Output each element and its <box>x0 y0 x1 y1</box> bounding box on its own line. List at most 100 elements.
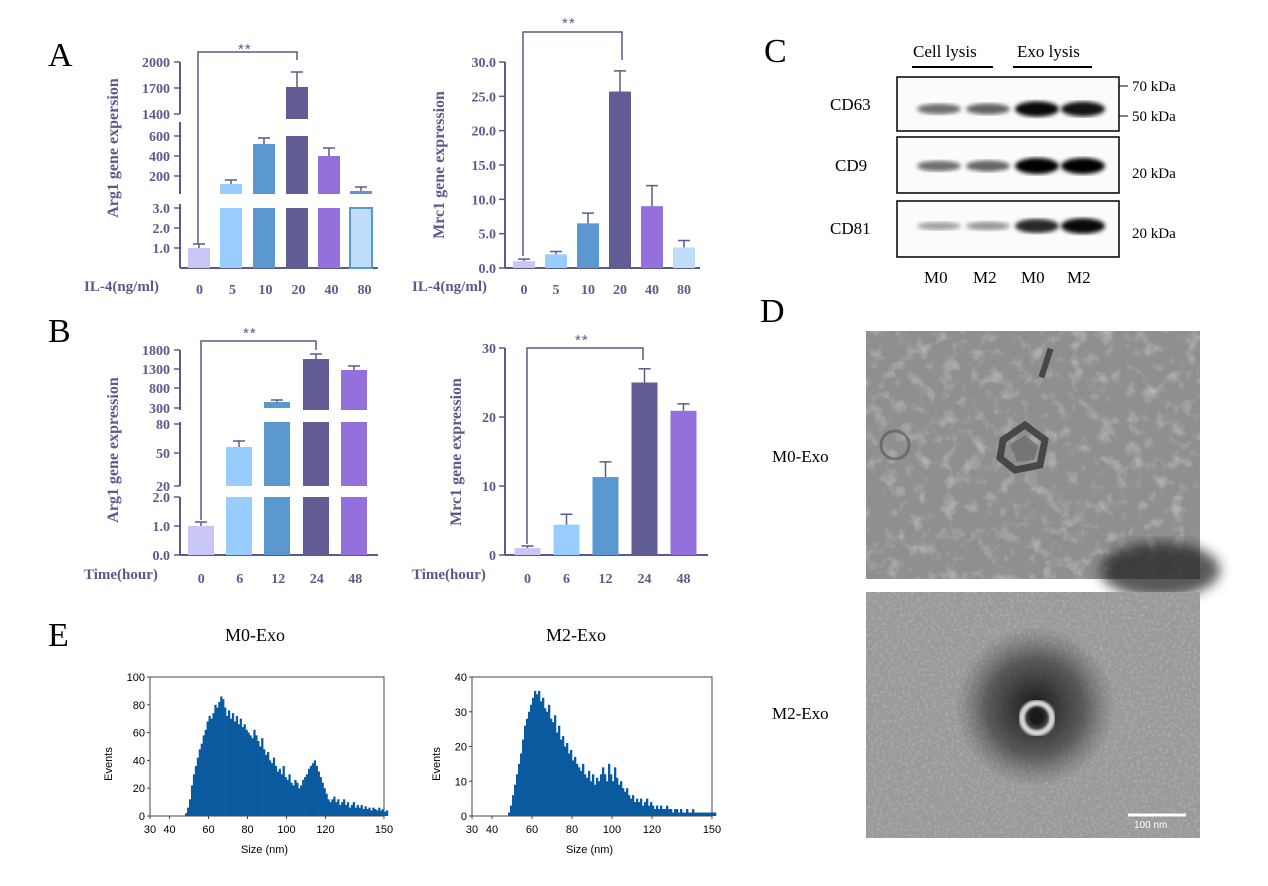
x-tick-label: 80 <box>566 824 578 836</box>
y-tick-label: 0 <box>139 811 145 823</box>
hist-bar <box>300 785 303 816</box>
hist-bar <box>612 781 615 816</box>
hist-bar <box>518 763 521 816</box>
y-tick-label: 5.0 <box>479 228 497 243</box>
x-axis-label: Size (nm) <box>566 844 613 856</box>
y-tick-label: 400 <box>149 150 170 165</box>
hist-bar <box>315 765 318 816</box>
hist-bar <box>194 765 198 816</box>
bar-6-mid <box>226 447 252 486</box>
hist-bar <box>574 756 577 816</box>
y-tick-label: 10 <box>455 776 467 788</box>
hist-bar <box>329 802 332 816</box>
hist-bar <box>660 805 663 816</box>
blot-band <box>1015 219 1059 233</box>
marker-label: 70 kDa <box>1132 79 1176 95</box>
x-ticks: 30 40 60 80 100 120 150 <box>466 816 721 836</box>
y-tick-label: 3.0 <box>153 202 171 217</box>
hist-bar <box>684 812 687 816</box>
hist-bar <box>698 812 701 816</box>
hist-bar <box>309 765 313 816</box>
y-tick-label: 1.0 <box>153 242 171 257</box>
bar-48-top <box>341 370 367 410</box>
error-bar <box>518 258 530 262</box>
blot-band <box>917 103 961 115</box>
bars <box>188 71 373 269</box>
hist-bar <box>307 768 311 816</box>
hist-bar <box>654 809 657 816</box>
histogram-m2: M2-Exo 0 10 20 30 40 30 40 60 80 100 120 150 Event… <box>431 625 721 856</box>
hist-bar <box>702 812 705 816</box>
lane-label: M2 <box>973 268 997 287</box>
bar-10-mid <box>253 144 275 194</box>
hist-bar <box>306 774 309 816</box>
hist-bar <box>346 802 350 816</box>
hist-bar <box>196 757 200 816</box>
hist-bar <box>206 721 209 816</box>
hist-bar <box>670 809 673 816</box>
x-tick-label: 60 <box>526 824 538 836</box>
marker-label: 20 kDa <box>1132 166 1176 182</box>
hist-bar <box>345 804 348 816</box>
y-tick-label: 1300 <box>142 363 170 378</box>
hist-bar <box>596 777 599 816</box>
blot-band <box>917 222 961 230</box>
bar-24-top <box>303 359 329 410</box>
hist-bar <box>568 753 571 816</box>
hist-bar <box>638 802 641 816</box>
y-tick-label: 300 <box>149 402 170 417</box>
y-tick-label: 25.0 <box>472 90 497 105</box>
x-axis-label: Size (nm) <box>241 844 288 856</box>
hist-bar <box>666 805 669 816</box>
y-tick-label: 1.0 <box>153 520 171 535</box>
scale-bar-label: 100 nm <box>1134 820 1167 831</box>
hist-bar <box>558 725 561 816</box>
hist-bar <box>564 746 567 816</box>
hist-bar <box>678 812 681 816</box>
x-axis-label: IL-4(ng/ml) <box>84 279 159 295</box>
x-tick-label: 6 <box>236 572 243 587</box>
hist-bar <box>313 760 317 816</box>
hist-bar <box>556 732 559 816</box>
hist-bar <box>672 812 675 816</box>
hist-bar <box>366 809 369 816</box>
hist-bar <box>210 718 213 816</box>
hist-bar <box>327 799 330 816</box>
hist-bar <box>630 798 633 816</box>
chart-arg1-il4: 2000 1700 1400 600 400 200 3.0 2.0 1.0 0 5 10 20 40 8… <box>84 41 378 298</box>
error-bar <box>582 212 594 224</box>
hist-bar <box>189 799 192 816</box>
hist-bar <box>257 740 260 816</box>
hist-bar <box>532 697 535 816</box>
hist-bar <box>714 812 717 816</box>
hist-bar <box>190 785 194 816</box>
hist-bar <box>512 795 515 816</box>
hist-bar <box>382 809 385 816</box>
y-tick-label: 20 <box>156 480 170 495</box>
hist-bar <box>372 807 375 816</box>
hist-bar <box>278 768 281 816</box>
lane-label: M0 <box>1021 268 1045 287</box>
bar-40 <box>641 206 663 268</box>
x-tick-label: 20 <box>292 283 306 298</box>
hist-bar <box>548 704 551 816</box>
hist-bar <box>356 804 359 816</box>
bar-12 <box>592 477 619 555</box>
hist-bar <box>694 812 697 816</box>
hist-bar <box>370 810 373 816</box>
y-ticks: 0 20 40 60 80 100 <box>127 672 150 823</box>
hist-bar <box>682 812 685 816</box>
bar-5 <box>220 208 242 268</box>
hist-bar <box>522 739 525 816</box>
hist-bar <box>265 754 268 816</box>
bar-5 <box>545 254 567 268</box>
hist-bar <box>270 763 274 816</box>
x-tick-label: 10 <box>581 283 595 298</box>
hist-bar <box>642 805 645 816</box>
y-tick-label: 200 <box>149 170 170 185</box>
hist-bar <box>610 774 613 816</box>
x-ticks: 0 5 10 20 40 80 <box>196 283 372 298</box>
x-tick-label: 150 <box>375 824 393 836</box>
x-tick-label: 80 <box>677 283 691 298</box>
